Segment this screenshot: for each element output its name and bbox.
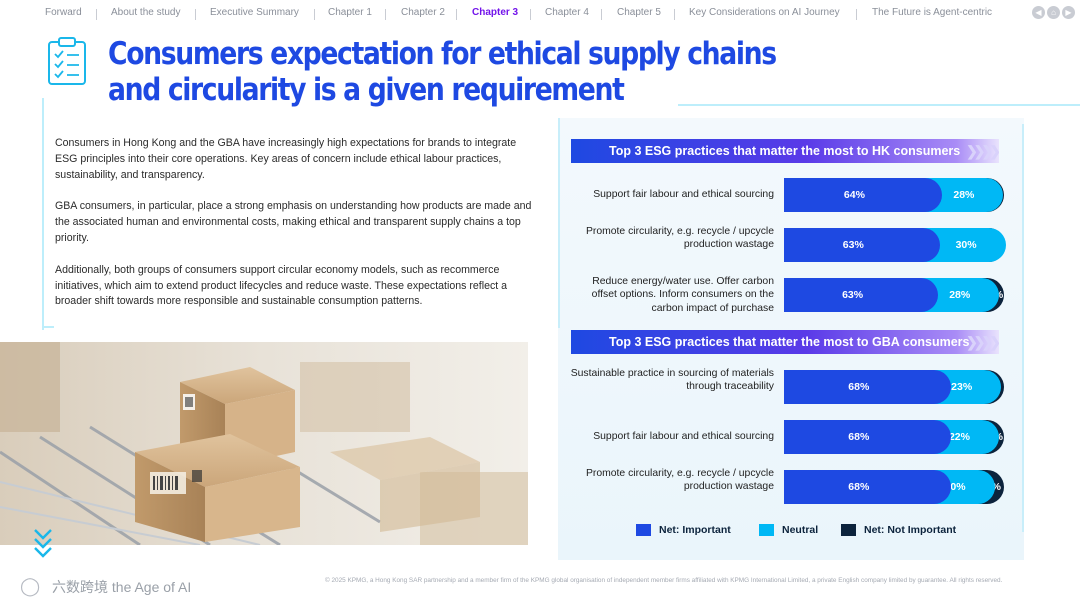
data-label: 23%	[951, 381, 973, 393]
data-label: 28%	[949, 289, 971, 301]
decor-line	[44, 326, 54, 328]
paragraph: Additionally, both groups of consumers s…	[55, 263, 508, 308]
page-title-line: Consumers expectation for ethical supply…	[108, 36, 777, 72]
body-text: Consumers in Hong Kong and the GBA have …	[55, 136, 533, 326]
category-label: Support fair labour and ethical sourcing	[593, 431, 774, 443]
category-label: Promote circularity, e.g. recycle / upcy…	[585, 225, 774, 251]
nav-item-forward[interactable]: Forward	[45, 7, 82, 18]
paragraph: GBA consumers, in particular, place a st…	[55, 200, 532, 244]
nav-separator	[195, 9, 196, 20]
copyright: © 2025 KPMG, a Hong Kong SAR partnership…	[325, 577, 1003, 584]
chart-title-text: Top 3 ESG practices that matter the most…	[609, 335, 970, 349]
legend-swatch	[636, 524, 651, 536]
legend-swatch	[841, 524, 856, 536]
nav-item-executive-summary[interactable]: Executive Summary	[210, 7, 299, 18]
bar-net-important: 63%	[784, 228, 940, 262]
nav-item-key-considerations[interactable]: Key Considerations on AI Journey	[689, 7, 840, 18]
bar-net-important: 68%	[784, 420, 951, 454]
chevrons-icon: ❯❯❯❯	[966, 143, 999, 159]
nav-item-chapter-4[interactable]: Chapter 4	[545, 7, 589, 18]
home-icon[interactable]: ⌂	[1047, 6, 1060, 19]
nav-separator	[314, 9, 315, 20]
data-label: 64%	[843, 189, 865, 201]
data-label: 68%	[848, 481, 870, 493]
double-chevron-down-icon[interactable]	[32, 527, 54, 561]
nav-item-chapter-2[interactable]: Chapter 2	[401, 7, 445, 18]
category-label: Support fair labour and ethical sourcing	[593, 189, 774, 201]
top-nav: Forward About the study Executive Summar…	[30, 6, 1080, 22]
category-label: Reduce energy/water use. Offer carbon of…	[591, 275, 774, 314]
decor-line	[678, 104, 1080, 106]
bar-net-important: 68%	[784, 370, 951, 404]
nav-separator	[530, 9, 531, 20]
checklist-clipboard-icon	[48, 37, 86, 85]
nav-item-about[interactable]: About the study	[111, 7, 181, 18]
bar-net-important: 64%	[784, 178, 942, 212]
chart-title-text: Top 3 ESG practices that matter the most…	[609, 144, 961, 158]
legend-label: Net: Important	[659, 524, 731, 536]
nav-separator	[456, 9, 457, 20]
nav-item-chapter-5[interactable]: Chapter 5	[617, 7, 661, 18]
back-icon[interactable]: ◀	[1032, 6, 1045, 19]
legend-label: Neutral	[782, 524, 819, 536]
nav-separator	[601, 9, 602, 20]
bar-net-important: 68%	[784, 470, 951, 504]
page-title-line: and circularity is a given requirement	[108, 72, 625, 108]
category-label: Promote circularity, e.g. recycle / upcy…	[585, 467, 774, 493]
nav-separator	[856, 9, 857, 20]
nav-item-future-agent-centric[interactable]: The Future is Agent-centric	[872, 7, 993, 18]
paragraph: Consumers in Hong Kong and the GBA have …	[55, 137, 517, 181]
decor-line	[42, 98, 44, 330]
data-label: 68%	[848, 431, 870, 443]
data-label: 68%	[848, 381, 870, 393]
legend-swatch	[759, 524, 774, 536]
chevrons-icon: ❯❯❯❯	[966, 334, 999, 350]
bar-net-important: 63%	[784, 278, 939, 312]
nav-separator	[674, 9, 675, 20]
category-label: Sustainable practice in sourcing of mate…	[570, 367, 774, 393]
page-title: Consumers expectation for ethical supply…	[108, 36, 777, 108]
nav-separator	[96, 9, 97, 20]
chart-title-gba: Top 3 ESG practices that matter the most…	[571, 330, 999, 354]
decor-line	[558, 118, 560, 328]
legend-label: Net: Not Important	[864, 524, 957, 536]
cardboard-boxes-on-conveyor-photo	[0, 342, 528, 545]
chart-title-hk: Top 3 ESG practices that matter the most…	[571, 139, 999, 163]
data-label: 63%	[842, 239, 864, 251]
watermark: ◯ 六数跨境 the Age of AI	[20, 574, 270, 598]
nav-item-chapter-1[interactable]: Chapter 1	[328, 7, 372, 18]
nav-item-chapter-3[interactable]: Chapter 3	[472, 7, 519, 18]
data-label: 28%	[953, 189, 975, 201]
data-label: 22%	[948, 431, 970, 443]
watermark-text: 六数跨境 the Age of AI	[52, 579, 192, 595]
nav-separator	[385, 9, 386, 20]
decor-line	[1022, 124, 1024, 532]
data-label: 30%	[955, 239, 977, 251]
data-label: 63%	[842, 289, 864, 301]
watermark-logo-icon: ◯	[20, 576, 41, 596]
forward-icon[interactable]: ▶	[1062, 6, 1075, 19]
